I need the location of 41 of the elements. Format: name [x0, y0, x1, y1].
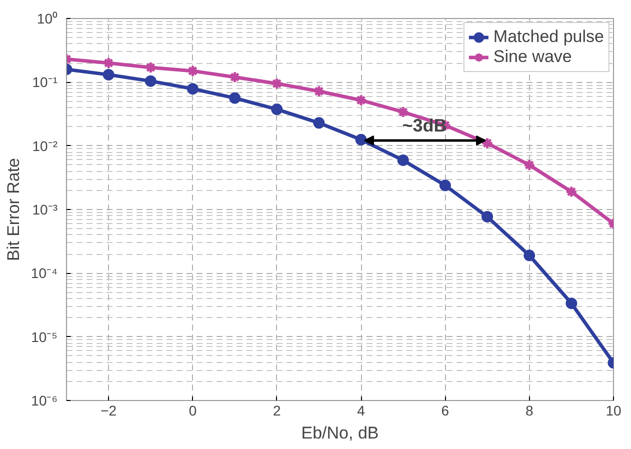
- point: [565, 186, 578, 198]
- point: [523, 158, 536, 172]
- point: [144, 75, 156, 87]
- y-tick-label: 10⁻³: [32, 202, 58, 218]
- x-tick-label: 0: [188, 402, 197, 418]
- y-axis-title: Bit Error Rate: [4, 158, 23, 261]
- x-tick-label: 2: [272, 402, 281, 418]
- y-tick-label: 10⁻⁵: [31, 328, 58, 345]
- point: [229, 92, 241, 104]
- point: [354, 94, 368, 106]
- x-axis-title: Eb/No, dB: [301, 424, 379, 442]
- point: [566, 298, 578, 310]
- point: [186, 64, 199, 78]
- x-tick-label: 10: [606, 402, 622, 418]
- legend-label: Sine wave: [493, 47, 572, 67]
- x-tick-label: 4: [357, 402, 366, 418]
- point: [439, 180, 451, 192]
- point: [397, 154, 409, 166]
- point: [102, 68, 114, 80]
- point: [482, 210, 494, 222]
- point: [481, 136, 494, 150]
- point: [144, 61, 157, 74]
- point: [524, 250, 536, 262]
- y-tick-label: 10⁰: [36, 10, 58, 26]
- point: [312, 85, 326, 98]
- point: [270, 77, 284, 90]
- point: [355, 134, 367, 146]
- x-tick-label: 6: [441, 402, 450, 418]
- point: [102, 56, 115, 70]
- legend-label: Matched pulse: [493, 27, 604, 47]
- point: [313, 117, 325, 129]
- y-tick-label: 10⁻²: [32, 138, 58, 154]
- point: [271, 104, 283, 116]
- y-tick-label: 10⁻⁶: [31, 392, 58, 408]
- x-tick-label: 8: [525, 402, 534, 418]
- point: [186, 83, 198, 95]
- y-tick-label: 10⁻¹: [32, 74, 58, 90]
- x-tick-label: −2: [100, 402, 117, 418]
- y-tick-label: 10⁻⁴: [30, 265, 58, 282]
- point: [228, 70, 242, 84]
- point: [396, 106, 410, 118]
